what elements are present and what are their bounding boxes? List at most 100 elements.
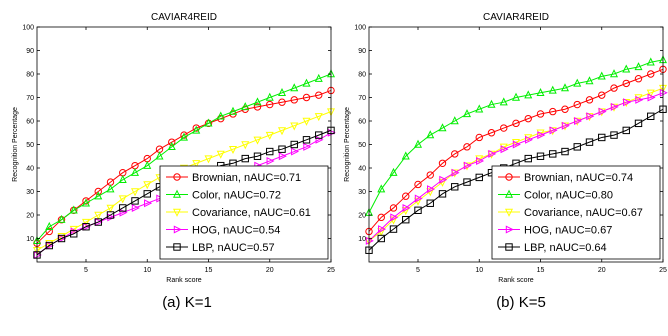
- data-point: [463, 161, 472, 170]
- data-point: [475, 133, 483, 142]
- data-point: [499, 97, 508, 106]
- data-point: [487, 99, 496, 108]
- data-point: [192, 125, 201, 134]
- legend-marker: [504, 208, 514, 217]
- y-tick-label: 10: [358, 236, 366, 243]
- data-point: [586, 112, 595, 121]
- data-point: [646, 89, 655, 98]
- data-point: [402, 216, 410, 224]
- data-point: [462, 109, 472, 118]
- data-point: [57, 234, 66, 243]
- series-line: [368, 108, 664, 251]
- data-point: [69, 205, 78, 214]
- data-point: [57, 214, 66, 223]
- y-tick-label: 60: [26, 119, 34, 126]
- data-point: [216, 150, 225, 159]
- data-point: [81, 198, 91, 207]
- data-point: [266, 156, 275, 165]
- data-point: [585, 96, 594, 104]
- data-point: [265, 131, 274, 140]
- y-tick-label: 50: [26, 142, 34, 149]
- data-point: [549, 126, 558, 135]
- data-point: [561, 105, 569, 113]
- legend-marker: [505, 243, 513, 251]
- data-point: [131, 197, 139, 205]
- data-point: [426, 171, 434, 179]
- data-point: [82, 222, 91, 231]
- data-point: [45, 240, 54, 249]
- data-point: [192, 160, 201, 169]
- data-point: [69, 225, 78, 234]
- data-point: [574, 116, 583, 126]
- legend: Brownian, nAUC=0.74 Color, nAUC=0.80 Covar…: [491, 165, 661, 260]
- y-tick-label: 90: [26, 48, 34, 55]
- data-point: [290, 83, 299, 92]
- legend: Brownian, nAUC=0.71 Color, nAUC=0.72 Covar…: [159, 165, 329, 260]
- data-point: [536, 110, 545, 118]
- data-point: [143, 181, 152, 190]
- data-point: [463, 178, 471, 186]
- data-point: [500, 145, 509, 154]
- y-axis-label: Recognition Percentage: [12, 107, 19, 182]
- figure-caption: (a) K=1: [162, 294, 212, 311]
- legend-label: Color, nAUC=0.72: [192, 190, 281, 202]
- series-line: [368, 92, 664, 242]
- data-point: [585, 138, 594, 146]
- data-point: [622, 64, 631, 73]
- data-point: [130, 188, 140, 197]
- data-point: [303, 142, 312, 151]
- data-point: [70, 230, 78, 238]
- data-point: [315, 91, 323, 99]
- data-point: [314, 113, 323, 122]
- data-point: [277, 127, 287, 136]
- data-point: [390, 213, 399, 222]
- data-point: [451, 150, 459, 158]
- data-point: [560, 83, 570, 92]
- y-axis-label: Recognition Percentage: [344, 107, 351, 182]
- data-point: [536, 129, 545, 138]
- data-point: [475, 155, 484, 164]
- data-point: [266, 147, 274, 156]
- chart-title: CAVIAR4REID: [151, 12, 217, 23]
- y-tick-label: 80: [358, 72, 366, 79]
- series-hog: [365, 88, 668, 245]
- data-point: [573, 100, 581, 109]
- data-point: [488, 149, 497, 158]
- y-tick-label: 70: [358, 95, 366, 102]
- data-point: [647, 93, 656, 102]
- data-point: [427, 185, 436, 194]
- data-point: [94, 191, 103, 200]
- x-tick-label: 20: [266, 267, 274, 274]
- legend-entry-covariance: Covariance, nAUC=0.67: [498, 207, 643, 219]
- data-point: [253, 152, 262, 160]
- data-point: [451, 183, 459, 191]
- data-point: [659, 88, 668, 97]
- data-point: [438, 190, 447, 198]
- data-point: [57, 232, 66, 241]
- data-point: [647, 112, 655, 120]
- legend-entry-hog: HOG, nAUC=0.54: [166, 225, 280, 237]
- data-point: [597, 71, 606, 80]
- y-tick-label: 50: [358, 142, 366, 149]
- data-point: [585, 76, 594, 85]
- data-point: [647, 70, 655, 78]
- y-tick-label: 70: [26, 95, 34, 102]
- data-point: [278, 145, 286, 153]
- x-axis-label: Rank score: [166, 277, 202, 284]
- data-point: [253, 136, 262, 145]
- data-point: [524, 90, 533, 99]
- data-point: [94, 187, 102, 196]
- data-point: [634, 94, 643, 103]
- data-point: [277, 87, 287, 96]
- data-point: [414, 206, 422, 215]
- data-point: [228, 106, 238, 115]
- data-point: [179, 132, 189, 141]
- legend-label: Brownian, nAUC=0.74: [524, 172, 633, 184]
- data-point: [439, 175, 448, 184]
- data-point: [302, 93, 311, 102]
- data-point: [94, 218, 102, 226]
- data-point: [167, 142, 176, 151]
- series-line: [368, 68, 664, 232]
- data-point: [378, 225, 387, 234]
